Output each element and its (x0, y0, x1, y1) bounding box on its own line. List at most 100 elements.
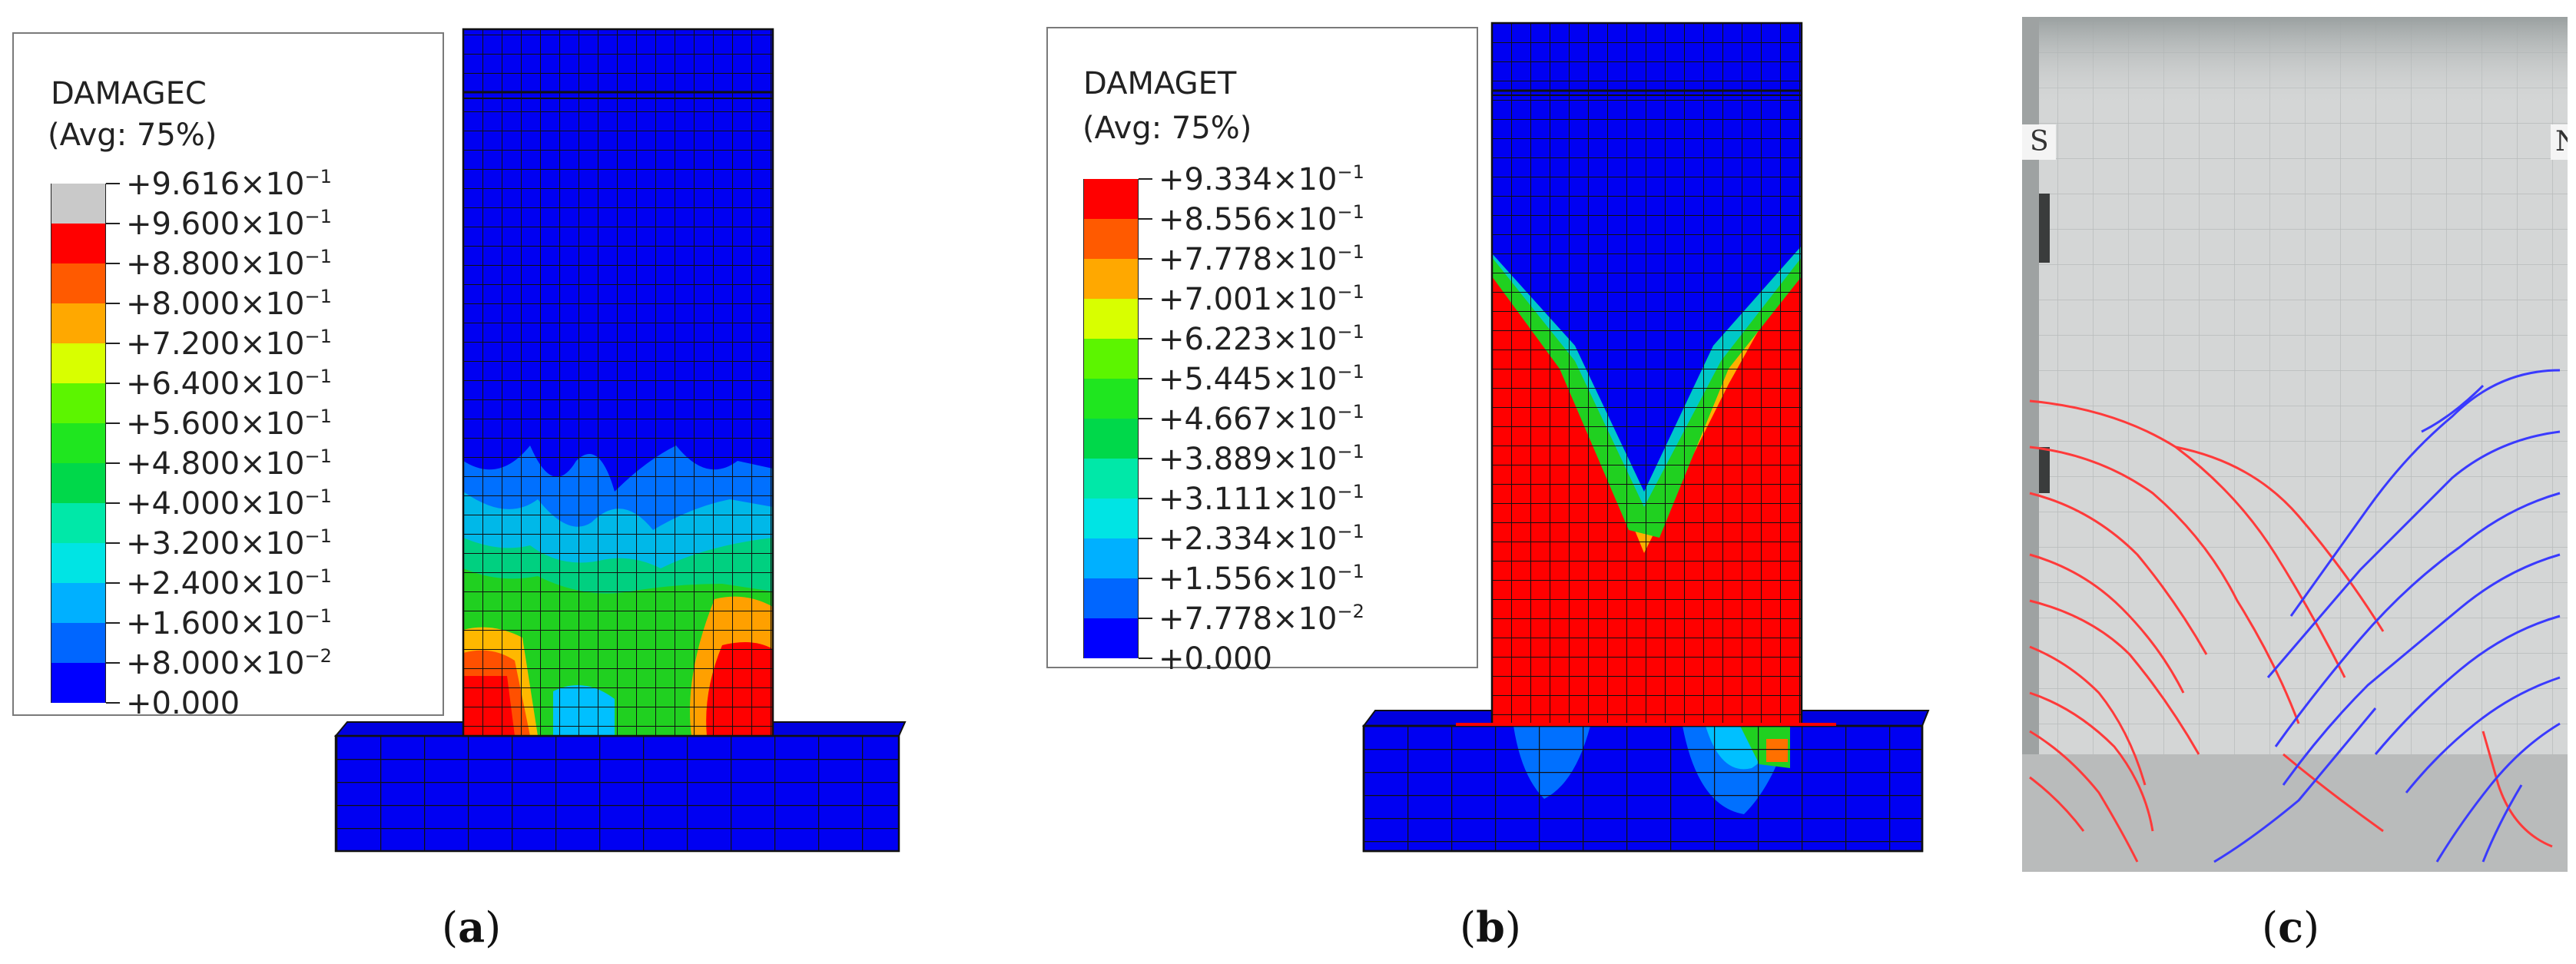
legend-tick (1139, 298, 1152, 300)
legend-swatch (1083, 578, 1139, 618)
legend-swatch (51, 583, 106, 623)
legend-tick (1139, 538, 1152, 539)
legend-swatch (1083, 538, 1139, 578)
legend-swatch (51, 383, 106, 423)
legend-swatch (1083, 618, 1139, 658)
legend-value-label: +3.889×10−1 (1159, 441, 1364, 477)
legend-tick (1139, 458, 1152, 459)
legend-value-label: +3.111×10−1 (1159, 481, 1364, 517)
legend-value-label: +7.001×10−1 (1159, 281, 1364, 317)
legend-swatch (51, 663, 106, 703)
legend-value-label: +6.223×10−1 (1159, 321, 1364, 357)
caption-c-letter: c (2278, 903, 2303, 952)
legend-title: DAMAGET (1083, 66, 1237, 101)
panel-a-legend: DAMAGEC (Avg: 75%) +9.616×10−1 +9.600×10−… (12, 32, 444, 721)
legend-value-label: +4.800×10−1 (126, 446, 332, 482)
legend-tick (1139, 258, 1152, 260)
legend-swatch (1083, 499, 1139, 538)
legend-swatch (51, 224, 106, 263)
legend-swatch (1083, 219, 1139, 259)
legend-swatch (51, 184, 106, 224)
legend-tick (1139, 178, 1152, 180)
legend-swatch (51, 303, 106, 343)
legend-swatch (1083, 259, 1139, 299)
panel-a-mesh (333, 28, 907, 853)
legend-value-label: +8.556×10−1 (1159, 201, 1364, 237)
legend-swatch (1083, 419, 1139, 459)
legend-value-label: +7.200×10−1 (126, 326, 332, 362)
legend-tick (1139, 578, 1152, 579)
blue-cracks (2213, 369, 2561, 863)
legend-tick (106, 662, 120, 664)
legend-swatch (51, 263, 106, 303)
caption-a-letter: a (458, 903, 486, 952)
legend-swatch (51, 343, 106, 383)
legend-tick (1139, 338, 1152, 340)
legend-value-label: +6.400×10−1 (126, 366, 332, 402)
panel-a-foundation (333, 721, 907, 853)
legend-value-label: +9.616×10−1 (126, 166, 332, 202)
legend-value-label: +9.600×10−1 (126, 206, 332, 242)
panel-b-legend: DAMAGET (Avg: 75%) +9.334×10−1 +8.556×10−… (1046, 27, 1478, 674)
legend-tick (1139, 658, 1152, 659)
legend-tick (106, 303, 120, 304)
legend-tick (1139, 618, 1152, 619)
caption-c: (c) (2262, 903, 2320, 952)
legend-value-label: +1.600×10−1 (126, 605, 332, 641)
legend-swatch (51, 503, 106, 543)
legend-value-label: +7.778×10−2 (1159, 601, 1364, 637)
legend-tick (106, 183, 120, 184)
legend-value-label: +0.000 (126, 686, 240, 721)
legend-value-label: +1.556×10−1 (1159, 561, 1364, 597)
legend-tick (1139, 218, 1152, 220)
legend-title: DAMAGEC (51, 76, 207, 111)
legend-average: (Avg: 75%) (1082, 111, 1252, 146)
legend-tick (106, 383, 120, 384)
legend-value-label: +2.334×10−1 (1159, 521, 1364, 557)
mark-n: N (2555, 126, 2568, 157)
legend-swatch (1083, 459, 1139, 499)
legend-value-label: +8.800×10−1 (126, 246, 332, 282)
legend-tick (1139, 498, 1152, 499)
legend-value-label: +9.334×10−1 (1159, 161, 1364, 197)
panel-a-column (462, 28, 774, 737)
legend-tick (1139, 418, 1152, 419)
crack-pattern (2022, 17, 2568, 872)
legend-value-label: +4.000×10−1 (126, 485, 332, 522)
panel-b-column (1456, 22, 1836, 727)
legend-value-label: +7.778×10−1 (1159, 241, 1364, 277)
legend-value-label: +8.000×10−1 (126, 286, 332, 322)
legend-average: (Avg: 75%) (48, 118, 217, 153)
legend-tick (106, 502, 120, 504)
mark-s: S (2030, 126, 2049, 157)
legend-swatch (51, 543, 106, 583)
legend-value-label: +8.000×10−2 (126, 645, 332, 681)
caption-b: (b) (1460, 903, 1521, 952)
legend-value-label: +4.667×10−1 (1159, 401, 1364, 437)
legend-swatch (51, 423, 106, 463)
legend-tick (106, 263, 120, 264)
panel-c-photo: S N (2022, 17, 2568, 872)
legend-tick (106, 582, 120, 584)
caption-b-letter: b (1476, 903, 1505, 952)
legend-swatch (1083, 179, 1139, 219)
panel-b-foundation (1362, 710, 1930, 853)
legend-tick (106, 422, 120, 424)
legend-tick (106, 223, 120, 224)
legend-swatch (51, 463, 106, 503)
legend-value-label: +5.445×10−1 (1159, 361, 1364, 397)
legend-tick (106, 343, 120, 344)
legend-swatch (1083, 339, 1139, 379)
legend-value-label: +0.000 (1159, 641, 1273, 677)
legend-value-label: +2.400×10−1 (126, 565, 332, 601)
red-cracks (2029, 399, 2553, 863)
legend-tick (106, 462, 120, 464)
legend-tick (106, 622, 120, 624)
legend-tick (106, 702, 120, 704)
legend-swatch (51, 623, 106, 663)
legend-tick (106, 542, 120, 544)
panel-b-mesh (1362, 22, 1930, 853)
legend-swatch (1083, 299, 1139, 339)
legend-value-label: +5.600×10−1 (126, 406, 332, 442)
legend-value-label: +3.200×10−1 (126, 525, 332, 562)
